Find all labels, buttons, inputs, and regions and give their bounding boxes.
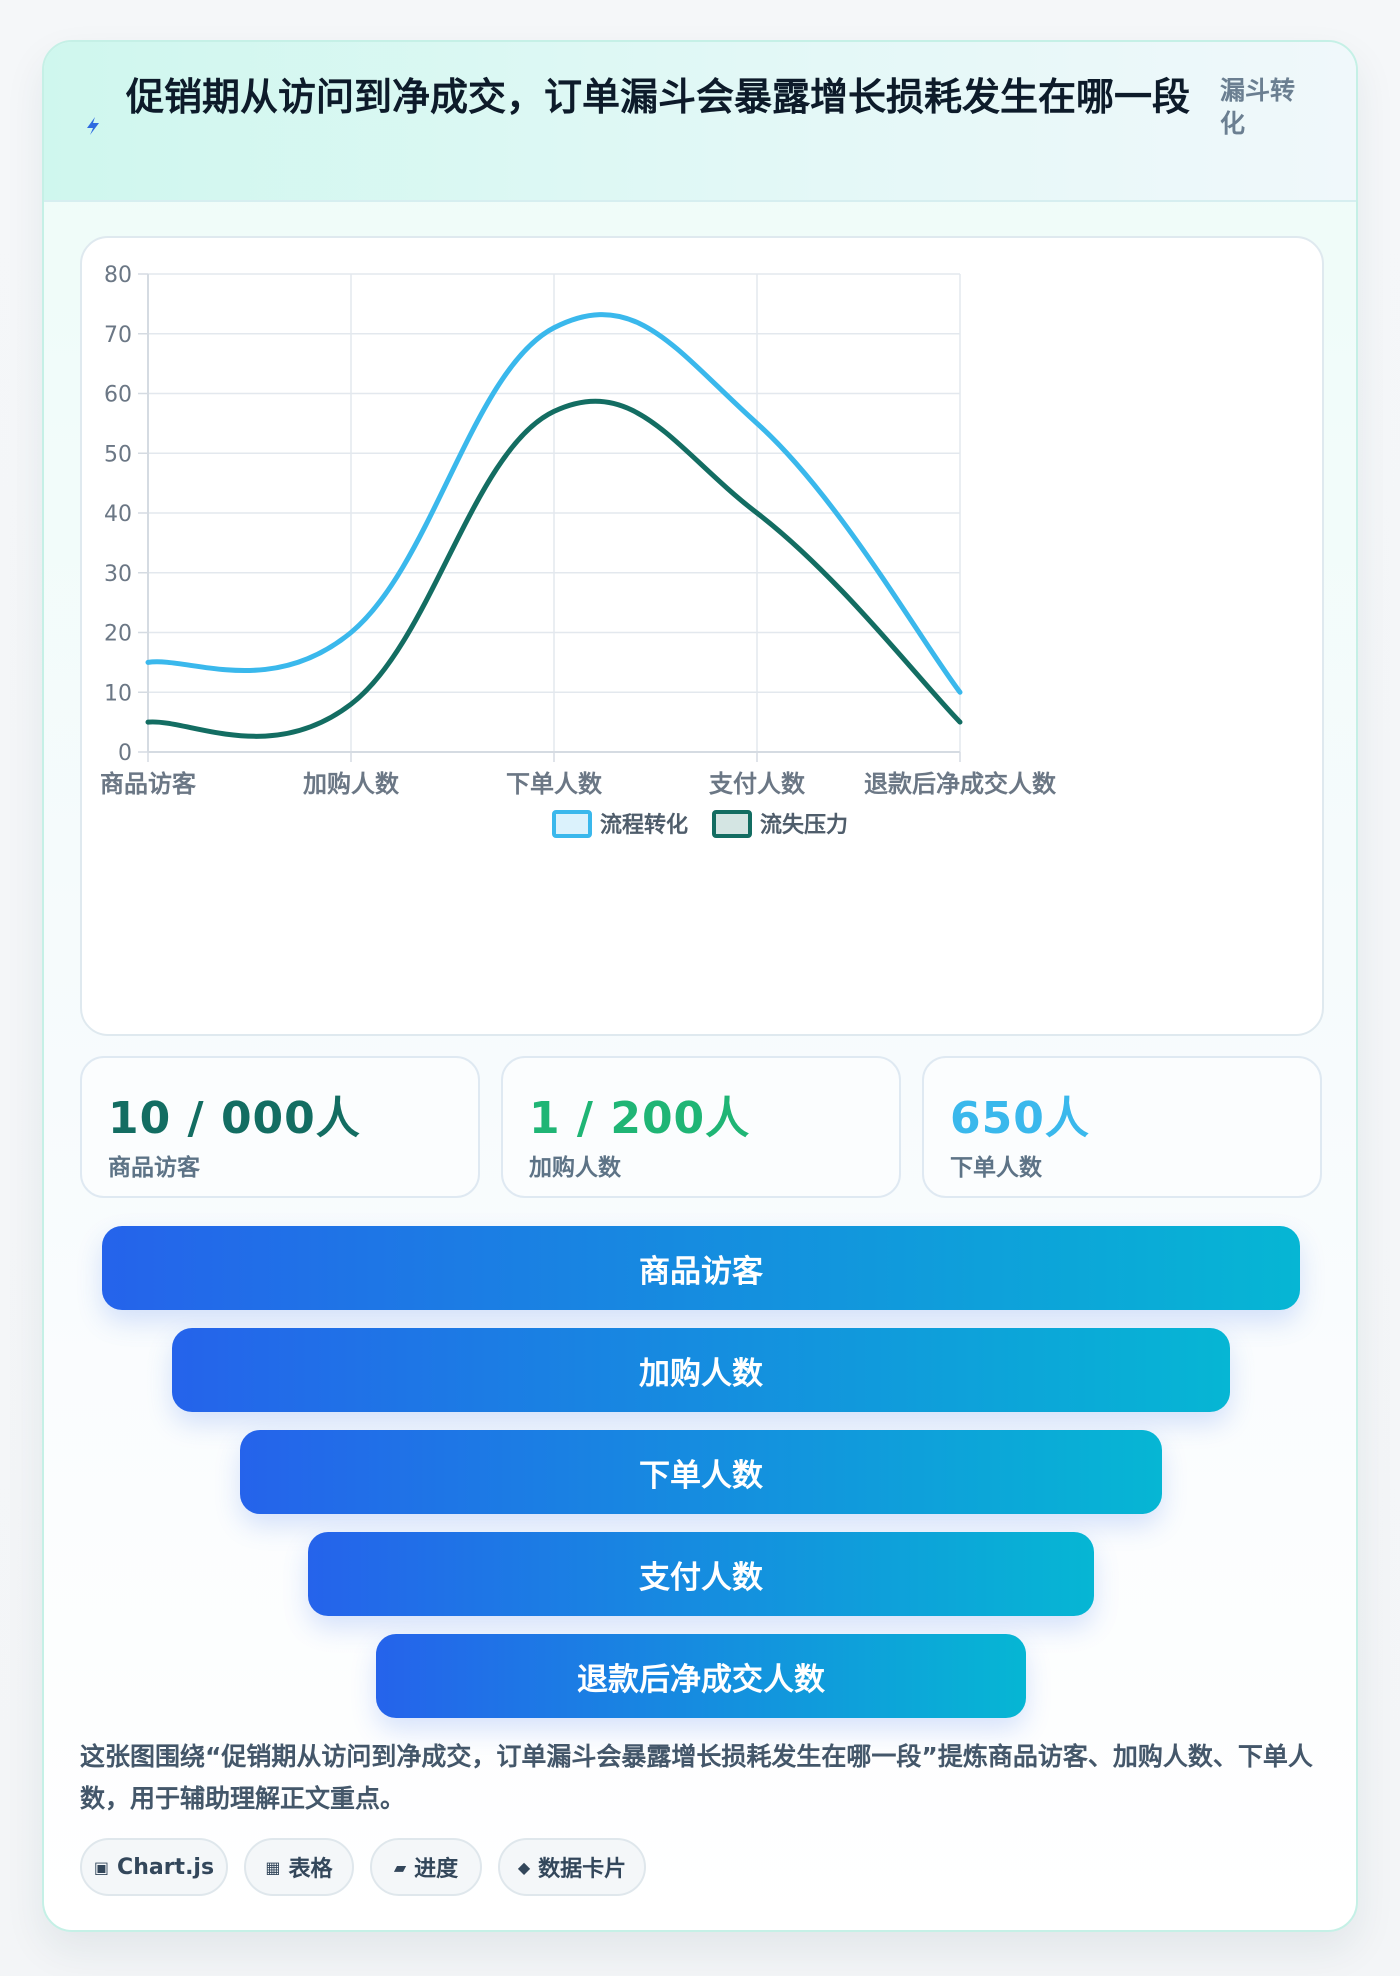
x-tick-label: 支付人数 <box>709 770 806 798</box>
pill-label: Chart.js <box>117 1854 215 1880</box>
y-tick-label: 80 <box>104 263 132 288</box>
series-point <box>755 421 759 425</box>
legend-label: 流失压力 <box>760 812 848 838</box>
y-tick-label: 40 <box>104 502 132 527</box>
line-chart: 0 10 20 30 40 50 60 70 80 商品访客 加购人数 下单人数 支付人数 退款后净成交人… <box>100 263 1057 838</box>
x-tick-label: 退款后净成交人数 <box>864 770 1057 798</box>
pill-chartjs[interactable]: ▣ Chart.js <box>80 1838 228 1896</box>
progress-bar-icon: ▰ <box>393 1857 407 1877</box>
stat-value: 10 / 000人 <box>108 1093 361 1144</box>
legend-item-1: 流失压力 <box>712 810 848 838</box>
category-tag: 漏斗转化 <box>1220 76 1296 138</box>
y-tick-label: 0 <box>118 741 132 766</box>
funnel-stage-add-to-cart: 加购人数 <box>172 1328 1230 1412</box>
card-header: 促销期从访问到净成交，订单漏斗会暴露增长损耗发生在哪一段 漏斗转化 <box>44 42 1356 202</box>
series-point <box>552 409 556 413</box>
stat-label: 商品访客 <box>108 1155 200 1181</box>
x-tick-label: 加购人数 <box>303 770 400 798</box>
y-tick-label: 60 <box>104 383 132 408</box>
chart-axes: 0 10 20 30 40 50 60 70 80 商品访客 加购人数 下单人数 支付人数 退款后净成交人… <box>100 263 1057 798</box>
y-tick-label: 30 <box>104 562 132 587</box>
y-tick-label: 50 <box>104 442 132 467</box>
pill-label: 进度 <box>414 1857 459 1882</box>
pill-label: 表格 <box>288 1857 333 1882</box>
stat-label: 加购人数 <box>529 1155 621 1181</box>
series-point <box>958 690 962 694</box>
pill-table[interactable]: ▦ 表格 <box>244 1838 354 1896</box>
legend-swatch <box>552 810 592 838</box>
x-tick-label: 下单人数 <box>506 770 603 798</box>
chart-square-icon: ▣ <box>93 1857 110 1877</box>
stat-label: 下单人数 <box>950 1155 1042 1181</box>
chart-panel: 0 10 20 30 40 50 60 70 80 商品访客 加购人数 下单人数 支付人数 退款后净成交人… <box>80 236 1324 1036</box>
funnel-stage-visitors: 商品访客 <box>102 1226 1300 1310</box>
series-point <box>349 631 353 634</box>
legend-label: 流程转化 <box>600 812 688 838</box>
stat-value: 650人 <box>950 1093 1090 1144</box>
stat-card-visitors: 10 / 000人 商品访客 <box>80 1056 480 1198</box>
stat-card-orders: 650人 下单人数 <box>922 1056 1322 1198</box>
stat-value: 1 / 200人 <box>529 1093 751 1144</box>
chart-series <box>145 312 963 739</box>
series-point <box>349 702 353 706</box>
series-point <box>755 511 759 515</box>
series-point <box>552 326 556 330</box>
pill-progress[interactable]: ▰ 进度 <box>370 1838 482 1896</box>
chart-legend: 流程转化 流失压力 <box>552 810 848 838</box>
x-tick-label: 商品访客 <box>100 770 197 798</box>
series-point <box>146 720 150 724</box>
pill-label: 数据卡片 <box>538 1857 627 1882</box>
funnel-stage-net-deals: 退款后净成交人数 <box>376 1634 1026 1718</box>
lightning-icon <box>87 117 99 135</box>
table-grid-icon: ▦ <box>265 1857 281 1877</box>
series-point <box>958 720 962 724</box>
page-title: 促销期从访问到净成交，订单漏斗会暴露增长损耗发生在哪一段 <box>126 75 1191 119</box>
y-tick-label: 20 <box>104 622 132 647</box>
chart-description: 这张图围绕“促销期从访问到净成交，订单漏斗会暴露增长损耗发生在哪一段”提炼商品访… <box>80 1742 1313 1813</box>
report-card: 促销期从访问到净成交，订单漏斗会暴露增长损耗发生在哪一段 漏斗转化 0 10 20 3… <box>42 40 1358 1932</box>
y-tick-label: 10 <box>104 681 132 706</box>
stat-card-add-to-cart: 1 / 200人 加购人数 <box>501 1056 901 1198</box>
legend-item-0: 流程转化 <box>552 810 688 838</box>
diamond-icon: ◆ <box>517 1857 531 1877</box>
legend-swatch <box>712 810 752 838</box>
pill-data-cards[interactable]: ◆ 数据卡片 <box>498 1838 646 1896</box>
funnel-stage-orders: 下单人数 <box>240 1430 1162 1514</box>
funnel-stage-payments: 支付人数 <box>308 1532 1094 1616</box>
series-point <box>146 660 150 664</box>
y-tick-label: 70 <box>104 323 132 348</box>
